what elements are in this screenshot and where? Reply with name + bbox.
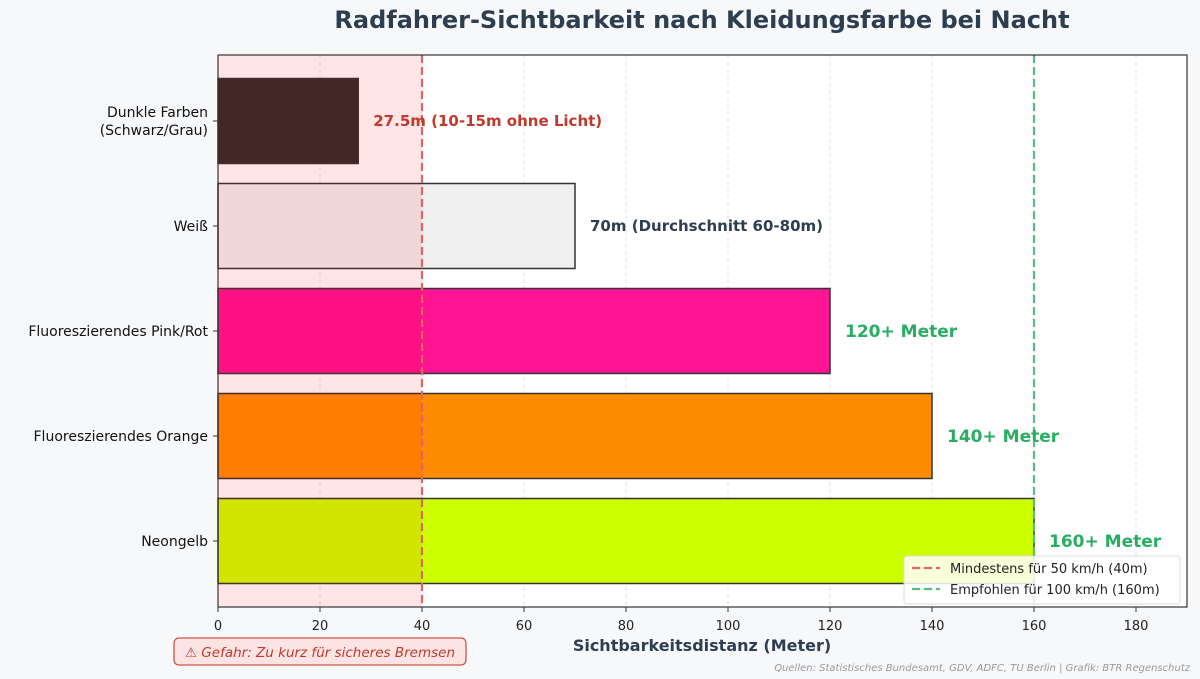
- data-label: 27.5m (10-15m ohne Licht): [373, 112, 602, 130]
- bar: [217, 392, 933, 480]
- x-tick-label: 0: [214, 619, 222, 634]
- y-tick-label-line: (Schwarz/Grau): [100, 123, 208, 139]
- y-tick-label: Dunkle Farben (Schwarz/Grau): [100, 105, 208, 139]
- danger-annotation: ⚠ Gefahr: Zu kurz für sicheres Bremsen: [173, 637, 467, 666]
- data-label: 160+ Meter: [1049, 532, 1162, 552]
- x-tick-label: 80: [618, 619, 635, 634]
- y-tick-label-line: Fluoreszierendes Pink/Rot: [28, 324, 208, 340]
- x-tick-label: 120: [818, 619, 843, 634]
- y-tick-label-line: Weiß: [174, 219, 209, 235]
- x-tick-label: 60: [516, 619, 533, 634]
- x-tick-label: 40: [414, 619, 431, 634]
- bar: [217, 287, 831, 375]
- x-tick-label: 100: [716, 619, 741, 634]
- legend: Mindestens für 50 km/h (40m) Empfohlen fü…: [903, 555, 1181, 605]
- x-tick-label: 180: [1124, 619, 1149, 634]
- y-tick-label: Fluoreszierendes Pink/Rot: [28, 324, 208, 340]
- source-note: Quellen: Statistisches Bundesamt, GDV, A…: [774, 663, 1191, 674]
- legend-box: [903, 555, 1181, 605]
- chart-title: Radfahrer-Sichtbarkeit nach Kleidungsfar…: [334, 6, 1069, 34]
- x-axis-label: Sichtbarkeitsdistanz (Meter): [573, 636, 831, 655]
- legend-label: Empfohlen für 100 km/h (160m): [950, 583, 1160, 598]
- data-label: 120+ Meter: [845, 322, 958, 342]
- danger-annotation-text: ⚠ Gefahr: Zu kurz für sicheres Bremsen: [185, 645, 455, 661]
- danger-annotation-box: [173, 637, 467, 666]
- x-tick-label: 140: [920, 619, 945, 634]
- y-tick-label: Weiß: [174, 219, 209, 235]
- data-label: 140+ Meter: [947, 427, 1060, 447]
- y-tick-label-line: Fluoreszierendes Orange: [34, 429, 209, 445]
- danger-zone: [218, 55, 422, 607]
- bar: [217, 77, 359, 165]
- y-tick-label: Neongelb: [141, 534, 208, 550]
- x-tick-label: 160: [1022, 619, 1047, 634]
- legend-label: Mindestens für 50 km/h (40m): [950, 562, 1148, 577]
- x-tick-label: 20: [312, 619, 329, 634]
- y-tick-label-line: Dunkle Farben: [107, 105, 208, 121]
- y-tick-label: Fluoreszierendes Orange: [34, 429, 209, 445]
- bar: [217, 182, 576, 270]
- data-label: 70m (Durchschnitt 60-80m): [590, 217, 823, 235]
- y-tick-label-line: Neongelb: [141, 534, 208, 550]
